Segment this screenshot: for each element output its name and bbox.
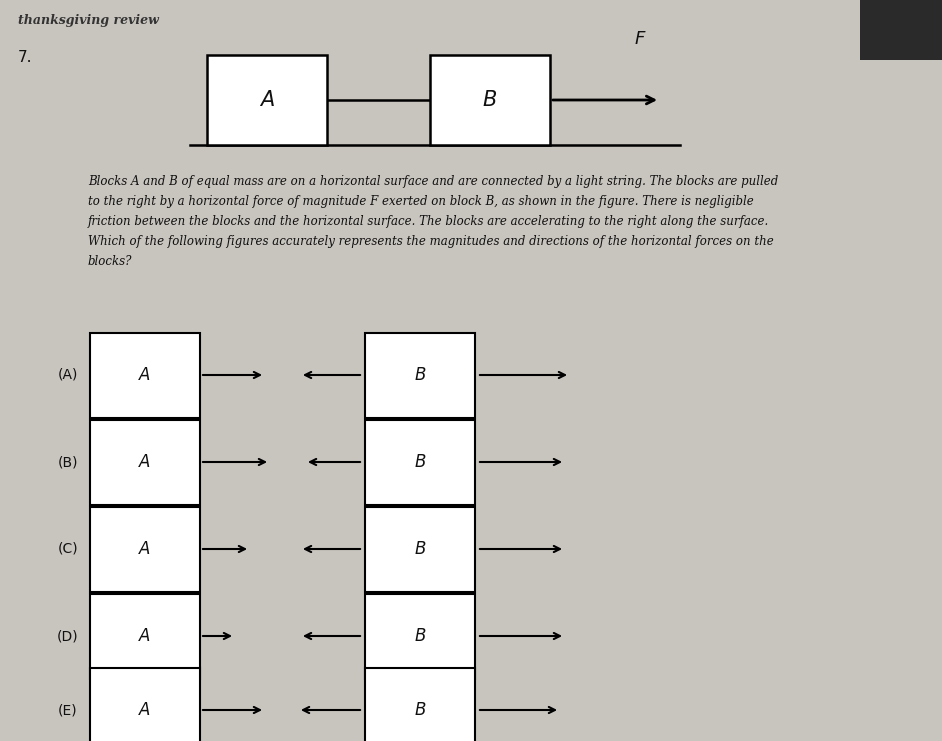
Text: A: A xyxy=(139,366,151,384)
Text: A: A xyxy=(260,90,274,110)
Text: A: A xyxy=(139,540,151,558)
Bar xyxy=(90,668,200,741)
Text: Blocks A and B of equal mass are on a horizontal surface and are connected by a : Blocks A and B of equal mass are on a ho… xyxy=(88,175,778,188)
Bar xyxy=(90,419,200,505)
Text: B: B xyxy=(414,540,426,558)
Bar xyxy=(430,55,550,145)
Bar xyxy=(365,594,475,679)
Bar xyxy=(860,0,942,60)
Text: B: B xyxy=(414,701,426,719)
Text: A: A xyxy=(139,701,151,719)
Text: B: B xyxy=(414,453,426,471)
Bar xyxy=(365,507,475,591)
Text: (A): (A) xyxy=(57,368,78,382)
Text: (E): (E) xyxy=(58,703,78,717)
Bar xyxy=(207,55,327,145)
Text: F: F xyxy=(635,30,645,48)
Text: to the right by a horizontal force of magnitude F exerted on block B, as shown i: to the right by a horizontal force of ma… xyxy=(88,195,754,208)
Text: A: A xyxy=(139,627,151,645)
Text: A: A xyxy=(139,453,151,471)
Text: B: B xyxy=(414,366,426,384)
Text: (C): (C) xyxy=(57,542,78,556)
Text: B: B xyxy=(483,90,497,110)
Text: friction between the blocks and the horizontal surface. The blocks are accelerat: friction between the blocks and the hori… xyxy=(88,215,770,228)
Text: thanksgiving review: thanksgiving review xyxy=(18,14,159,27)
Text: Which of the following figures accurately represents the magnitudes and directio: Which of the following figures accuratel… xyxy=(88,235,773,248)
Bar xyxy=(90,594,200,679)
Bar xyxy=(365,333,475,417)
Bar xyxy=(365,668,475,741)
Bar xyxy=(90,507,200,591)
Text: 7.: 7. xyxy=(18,50,33,65)
Text: (D): (D) xyxy=(57,629,79,643)
Text: blocks?: blocks? xyxy=(88,255,133,268)
Text: (B): (B) xyxy=(57,455,78,469)
Bar xyxy=(90,333,200,417)
Text: B: B xyxy=(414,627,426,645)
Bar xyxy=(365,419,475,505)
